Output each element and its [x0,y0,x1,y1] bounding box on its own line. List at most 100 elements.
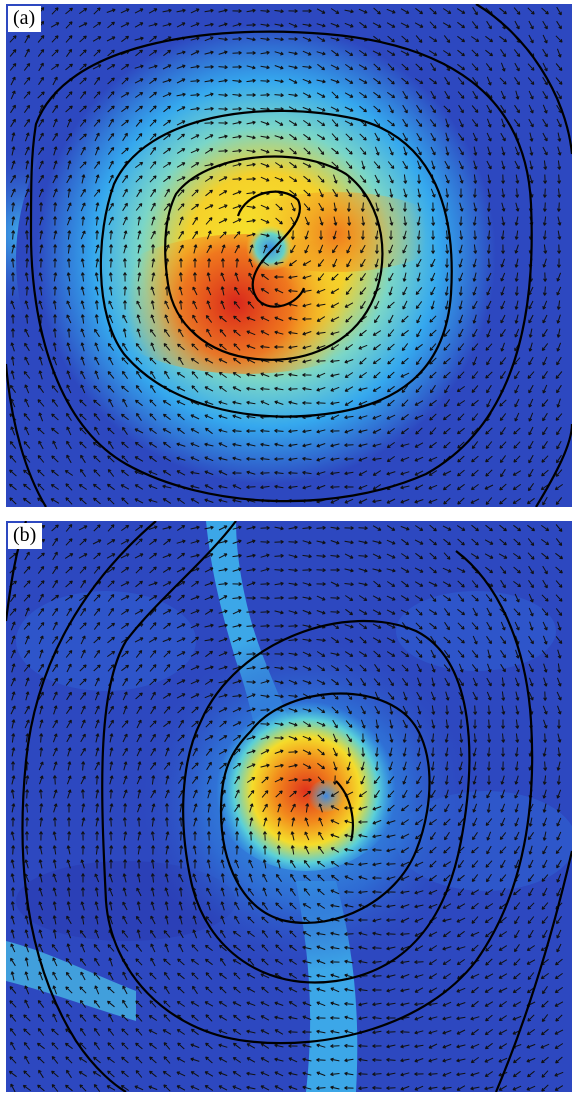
vector-arrow [541,538,550,546]
vector-arrow [443,35,451,44]
vector-arrow [456,400,466,406]
vector-arrow [190,1028,199,1036]
vector-arrow [400,413,409,421]
vector-arrow [149,161,157,169]
vector-arrow [318,817,324,827]
vector-arrow [443,357,451,365]
vector-arrow [473,733,478,743]
vector-arrow [445,118,450,128]
vector-arrow [445,691,450,701]
vector-arrow [485,524,493,532]
vector-arrow [134,399,143,407]
vector-arrow [176,50,186,55]
vector-arrow [79,161,87,169]
vector-arrow [528,398,534,408]
vector-arrow [107,427,115,435]
vector-arrow [66,300,72,310]
vector-arrow [234,286,240,296]
vector-arrow [302,638,312,643]
vector-arrow [372,960,382,965]
vector-arrow [79,90,87,99]
vector-arrow [206,761,212,771]
vector-arrow [163,175,172,183]
vector-arrow [190,50,200,56]
vector-arrow [232,1042,241,1050]
vector-arrow [556,440,562,450]
vector-arrow [79,399,87,407]
vector-arrow [414,400,424,406]
vector-arrow [94,342,100,352]
vector-arrow [163,147,172,155]
vector-arrow [120,553,130,559]
vector-arrow [514,593,520,603]
vector-arrow [234,775,240,785]
vector-arrow [359,91,368,99]
vector-arrow [302,540,312,545]
vector-arrow [456,903,466,909]
vector-arrow [260,471,270,476]
vector-arrow [53,146,58,156]
vector-arrow [135,538,143,546]
vector-arrow [95,202,100,212]
vector-arrow [179,845,184,855]
vector-arrow [416,691,422,701]
vector-arrow [500,621,506,631]
vector-arrow [80,384,86,394]
vector-arrow [164,817,169,827]
vector-arrow [80,607,86,617]
vector-arrow [136,775,142,785]
vector-arrow [359,105,367,113]
vector-arrow [204,427,213,435]
vector-arrow [234,272,239,282]
vector-arrow [401,399,409,407]
vector-arrow [430,733,435,743]
vector-arrow [416,719,422,729]
vector-arrow [178,356,184,366]
vector-arrow [66,845,71,855]
vector-arrow [332,244,338,254]
vector-arrow [162,637,172,643]
vector-arrow [246,1015,256,1021]
vector-arrow [149,1070,157,1078]
vector-arrow [260,525,270,530]
vector-arrow [23,580,31,588]
vector-arrow [289,133,298,141]
vector-arrow [358,651,368,657]
vector-arrow [149,538,158,546]
vector-arrow [38,370,43,380]
vector-arrow [190,553,200,558]
vector-arrow [218,37,228,42]
vector-arrow [429,77,438,85]
vector-arrow [500,817,506,827]
vector-arrow [52,76,58,86]
vector-arrow [274,581,284,586]
vector-arrow [400,471,410,476]
vector-arrow [415,7,424,15]
vector-arrow [38,272,43,282]
vector-arrow [51,7,59,15]
vector-arrow [403,216,408,226]
vector-arrow [331,147,339,155]
vector-arrow [358,470,368,476]
vector-arrow [360,761,365,771]
vector-arrow [485,860,493,868]
vector-arrow [260,372,270,378]
vector-arrow [457,608,466,616]
vector-arrow [260,637,270,642]
vector-arrow [332,230,337,240]
vector-arrow [37,35,45,43]
vector-arrow [94,314,99,324]
vector-arrow [52,621,58,631]
vector-arrow [485,469,493,477]
vector-arrow [218,665,228,670]
vector-arrow [94,356,100,366]
vector-arrow [430,188,436,198]
vector-arrow [317,119,326,127]
vector-arrow [499,874,507,882]
vector-arrow [93,972,101,980]
vector-arrow [430,775,435,785]
vector-arrow [500,329,506,338]
vector-arrow [137,272,142,282]
vector-arrow [24,188,30,198]
vector-arrow [344,1085,354,1090]
